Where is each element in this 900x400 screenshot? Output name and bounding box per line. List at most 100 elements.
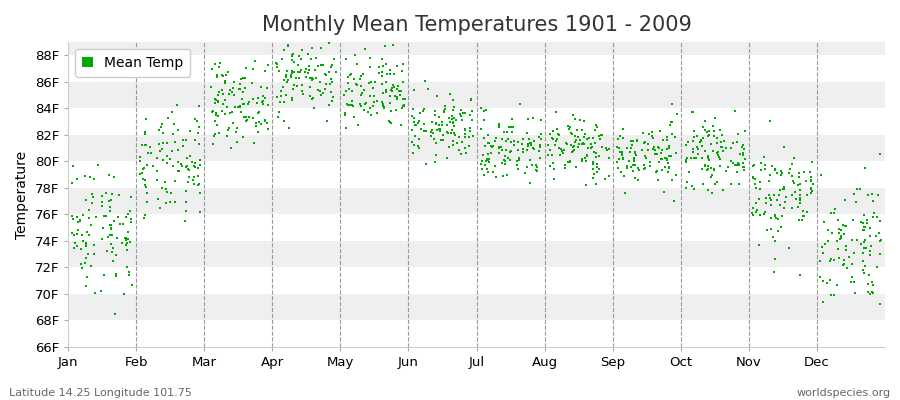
Point — [655, 156, 670, 162]
Point — [572, 144, 586, 150]
Point — [693, 138, 707, 145]
Point — [313, 44, 328, 51]
Point — [859, 244, 873, 251]
Point — [188, 164, 202, 170]
Point — [491, 121, 506, 127]
Point — [353, 76, 367, 82]
Point — [204, 66, 219, 72]
Point — [587, 170, 601, 177]
Point — [768, 166, 782, 173]
Point — [175, 163, 189, 169]
Point — [856, 267, 870, 273]
Point — [572, 140, 586, 147]
Point — [250, 110, 265, 116]
Point — [774, 168, 788, 174]
Point — [385, 82, 400, 88]
Point — [233, 104, 248, 110]
Point — [109, 271, 123, 278]
Point — [830, 238, 844, 244]
Point — [520, 147, 535, 153]
Point — [144, 150, 158, 156]
Point — [825, 230, 840, 236]
Point — [482, 156, 496, 162]
Point — [507, 138, 521, 144]
Point — [687, 155, 701, 162]
Point — [75, 265, 89, 271]
Point — [183, 153, 197, 160]
Point — [346, 75, 361, 82]
Point — [452, 147, 466, 154]
Point — [133, 158, 148, 164]
Point — [233, 81, 248, 88]
Point — [450, 140, 464, 146]
Point — [714, 144, 728, 150]
Point — [706, 166, 721, 173]
Point — [417, 121, 431, 127]
Point — [382, 70, 397, 77]
Point — [216, 73, 230, 80]
Point — [665, 176, 680, 183]
Point — [695, 154, 709, 161]
Point — [224, 37, 238, 44]
Point — [185, 177, 200, 184]
Point — [806, 181, 820, 187]
Point — [191, 173, 205, 180]
Point — [734, 144, 749, 150]
Point — [700, 129, 715, 135]
Point — [619, 163, 634, 170]
Point — [75, 232, 89, 239]
Point — [445, 127, 459, 133]
Point — [752, 212, 767, 218]
Point — [617, 190, 632, 196]
Point — [763, 118, 778, 124]
Point — [762, 195, 777, 202]
Point — [125, 282, 140, 288]
Point — [305, 75, 320, 82]
Point — [237, 114, 251, 120]
Point — [193, 156, 207, 163]
Point — [428, 151, 443, 158]
Point — [746, 204, 760, 211]
Point — [257, 117, 272, 124]
Point — [698, 147, 712, 154]
Point — [275, 56, 290, 62]
Point — [285, 68, 300, 74]
Point — [495, 159, 509, 166]
Point — [645, 129, 660, 136]
Point — [653, 150, 668, 156]
Point — [176, 143, 190, 149]
Point — [691, 146, 706, 152]
Point — [636, 130, 651, 136]
Point — [768, 238, 782, 245]
Point — [194, 189, 208, 196]
Bar — [68, 241, 885, 268]
Point — [770, 215, 784, 221]
Point — [616, 154, 630, 161]
Point — [698, 161, 713, 168]
Point — [580, 153, 594, 159]
Point — [730, 139, 744, 146]
Point — [639, 155, 653, 162]
Point — [707, 133, 722, 139]
Point — [549, 108, 563, 115]
Point — [480, 155, 494, 162]
Point — [65, 230, 79, 236]
Point — [458, 126, 473, 132]
Point — [226, 85, 240, 92]
Point — [187, 163, 202, 170]
Point — [232, 103, 247, 109]
Point — [223, 144, 238, 151]
Point — [509, 162, 524, 168]
Point — [387, 71, 401, 77]
Point — [101, 234, 115, 240]
Point — [182, 174, 196, 180]
Point — [630, 138, 644, 144]
Point — [796, 213, 811, 220]
Bar — [68, 214, 885, 241]
Point — [172, 168, 186, 174]
Point — [124, 194, 139, 200]
Point — [541, 152, 555, 158]
Point — [650, 151, 664, 158]
Bar — [68, 294, 885, 320]
Point — [759, 208, 773, 215]
